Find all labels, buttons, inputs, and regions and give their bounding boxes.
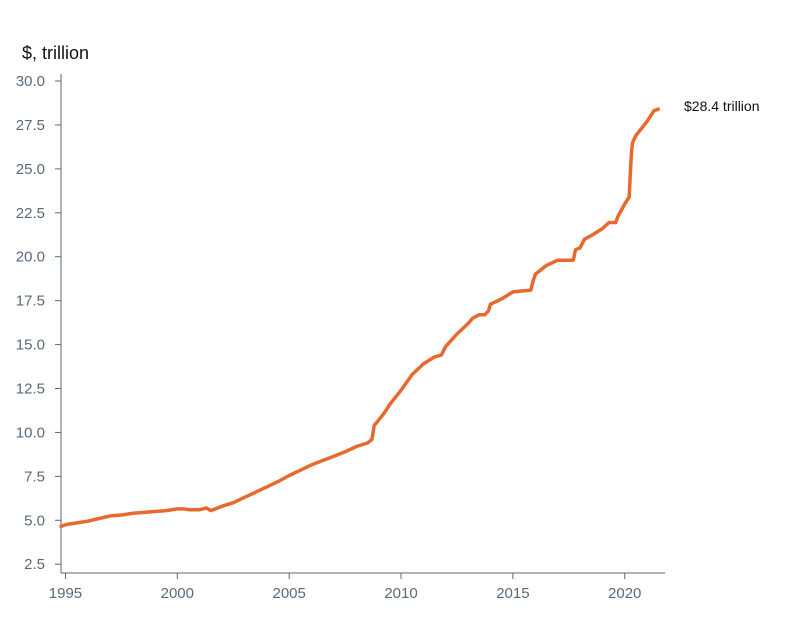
series-line-0 (59, 107, 661, 529)
end-value-label: $28.4 trillion (684, 98, 760, 114)
y-tick-label: 20.0 (16, 249, 45, 266)
y-tick-label: 17.5 (16, 293, 45, 310)
x-tick-label: 2015 (496, 585, 529, 602)
x-tick-label: 2010 (384, 585, 417, 602)
y-tick-label: 15.0 (16, 337, 45, 354)
y-tick-label: 12.5 (16, 381, 45, 398)
y-axis: 2.5 5.0 7.5 10.0 12.5 15.0 17.5 20.0 22.5 25.0 27.… (16, 73, 61, 573)
y-tick-label: 5.0 (24, 512, 45, 529)
y-tick-label: 7.5 (24, 468, 45, 485)
y-tick-label: 2.5 (24, 556, 45, 573)
x-tick-label: 2000 (161, 585, 194, 602)
y-tick-label: 27.5 (16, 117, 45, 134)
y-tick-label: 30.0 (16, 73, 45, 90)
y-tick-label: 25.0 (16, 161, 45, 178)
series-layer (59, 107, 661, 529)
y-axis-title: $, trillion (22, 43, 89, 63)
x-axis: 1995 2000 2005 2010 2015 2020 (49, 573, 641, 602)
x-tick-label: 2020 (608, 585, 641, 602)
x-tick-label: 2005 (272, 585, 305, 602)
y-tick-label: 10.0 (16, 424, 45, 441)
y-tick-label: 22.5 (16, 205, 45, 222)
x-tick-label: 1995 (49, 585, 82, 602)
